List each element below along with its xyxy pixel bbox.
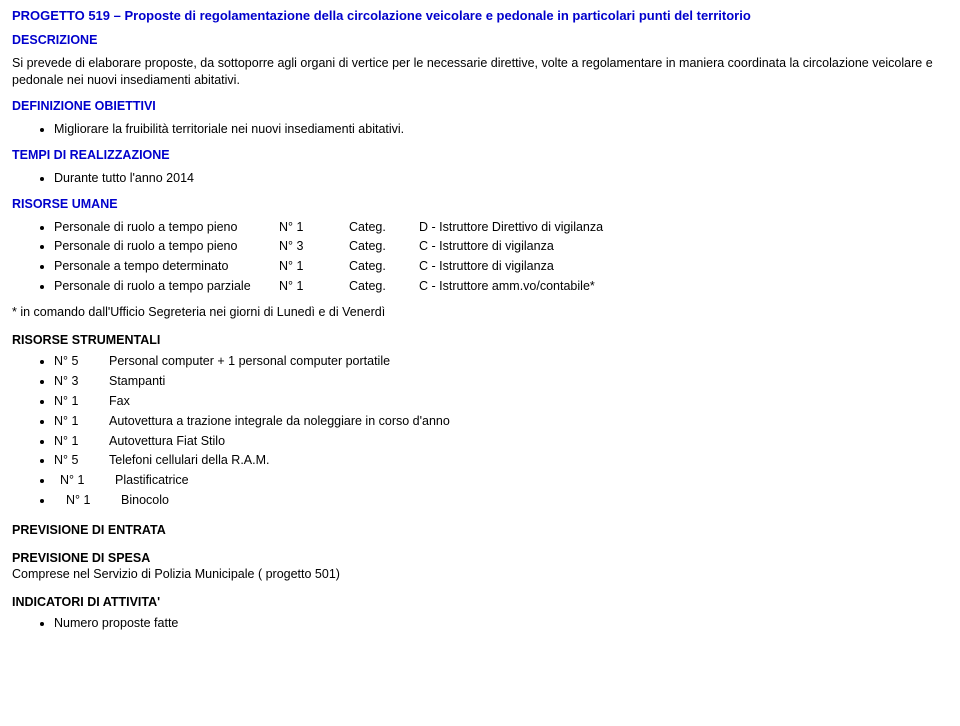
list-item: N° 5 Telefoni cellulari della R.A.M. (54, 452, 948, 469)
list-item: Personale di ruolo a tempo parziale N° 1… (54, 278, 948, 295)
strum-d: Telefoni cellulari della R.A.M. (109, 452, 948, 469)
descrizione-text: Si prevede di elaborare proposte, da sot… (12, 55, 948, 89)
umane-desc: Personale di ruolo a tempo parziale (54, 278, 279, 295)
strum-d: Personal computer + 1 personal computer … (109, 353, 948, 370)
umane-cat: Categ. (349, 219, 419, 236)
obiettivi-list: Migliorare la fruibilità territoriale ne… (12, 121, 948, 138)
heading-tempi: TEMPI DI REALIZZAZIONE (12, 148, 948, 162)
page-title: PROGETTO 519 – Proposte di regolamentazi… (12, 8, 948, 23)
strum-d: Autovettura a trazione integrale da nole… (109, 413, 948, 430)
umane-det: C - Istruttore di vigilanza (419, 258, 948, 275)
umane-det: D - Istruttore Direttivo di vigilanza (419, 219, 948, 236)
list-item: N° 1 Autovettura a trazione integrale da… (54, 413, 948, 430)
list-item: N° 1 Binocolo (54, 492, 948, 509)
strum-n: N° 5 (54, 353, 109, 370)
strum-n: N° 1 (54, 393, 109, 410)
umane-cat: Categ. (349, 278, 419, 295)
indicatori-list: Numero proposte fatte (12, 615, 948, 632)
umane-desc: Personale di ruolo a tempo pieno (54, 219, 279, 236)
umane-cat: Categ. (349, 258, 419, 275)
list-item: Durante tutto l'anno 2014 (54, 170, 948, 187)
umane-cat: Categ. (349, 238, 419, 255)
list-item: Migliorare la fruibilità territoriale ne… (54, 121, 948, 138)
umane-n: N° 3 (279, 238, 349, 255)
risorse-umane-list: Personale di ruolo a tempo pieno N° 1 Ca… (12, 219, 948, 296)
strum-d: Plastificatrice (115, 472, 948, 489)
strum-n: N° 1 (54, 433, 109, 450)
strum-n: N° 1 (60, 472, 115, 489)
list-item: N° 5 Personal computer + 1 personal comp… (54, 353, 948, 370)
strum-n: N° 5 (54, 452, 109, 469)
umane-det: C - Istruttore amm.vo/contabile* (419, 278, 948, 295)
strum-n: N° 1 (66, 492, 121, 509)
umane-n: N° 1 (279, 258, 349, 275)
heading-descrizione: DESCRIZIONE (12, 33, 948, 47)
risorse-strumentali-list: N° 5 Personal computer + 1 personal comp… (12, 353, 948, 509)
heading-previsione-spesa: PREVISIONE DI SPESA (12, 551, 948, 565)
list-item: Personale a tempo determinato N° 1 Categ… (54, 258, 948, 275)
umane-desc: Personale di ruolo a tempo pieno (54, 238, 279, 255)
umane-footnote: * in comando dall'Ufficio Segreteria nei… (12, 305, 948, 319)
strum-d: Binocolo (121, 492, 948, 509)
heading-risorse-strumentali: RISORSE STRUMENTALI (12, 333, 948, 347)
heading-previsione-entrata: PREVISIONE DI ENTRATA (12, 523, 948, 537)
strum-d: Autovettura Fiat Stilo (109, 433, 948, 450)
strum-n: N° 3 (54, 373, 109, 390)
heading-obiettivi: DEFINIZIONE OBIETTIVI (12, 99, 948, 113)
list-item: N° 1 Autovettura Fiat Stilo (54, 433, 948, 450)
list-item: N° 1 Fax (54, 393, 948, 410)
strum-n: N° 1 (54, 413, 109, 430)
spesa-text: Comprese nel Servizio di Polizia Municip… (12, 567, 948, 581)
list-item: N° 1 Plastificatrice (54, 472, 948, 489)
heading-risorse-umane: RISORSE UMANE (12, 197, 948, 211)
heading-indicatori: INDICATORI DI ATTIVITA' (12, 595, 948, 609)
umane-desc: Personale a tempo determinato (54, 258, 279, 275)
umane-n: N° 1 (279, 219, 349, 236)
strum-d: Stampanti (109, 373, 948, 390)
umane-n: N° 1 (279, 278, 349, 295)
list-item: Personale di ruolo a tempo pieno N° 3 Ca… (54, 238, 948, 255)
umane-det: C - Istruttore di vigilanza (419, 238, 948, 255)
strum-d: Fax (109, 393, 948, 410)
list-item: Numero proposte fatte (54, 615, 948, 632)
list-item: N° 3 Stampanti (54, 373, 948, 390)
list-item: Personale di ruolo a tempo pieno N° 1 Ca… (54, 219, 948, 236)
tempi-list: Durante tutto l'anno 2014 (12, 170, 948, 187)
